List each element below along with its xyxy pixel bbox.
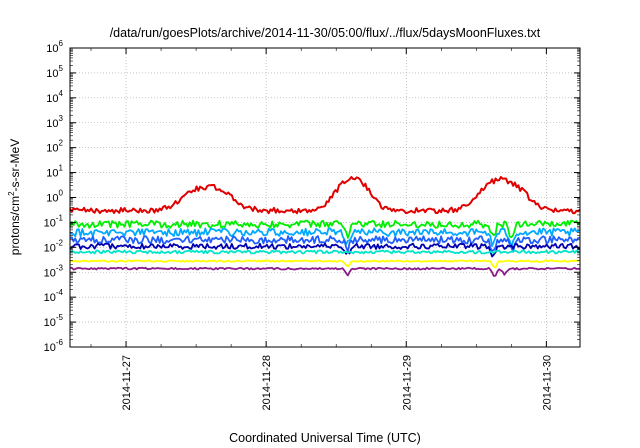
y-tick-base: 10 bbox=[44, 292, 56, 304]
series-line-0 bbox=[69, 176, 581, 215]
y-tick-base: 10 bbox=[46, 143, 58, 155]
y-tick-base: 10 bbox=[44, 267, 56, 279]
series-line-4 bbox=[69, 242, 581, 258]
y-tick-label: 104 bbox=[46, 89, 63, 105]
y-tick-label: 100 bbox=[46, 189, 63, 205]
chart-title: /data/run/goesPlots/archive/2014-11-30/0… bbox=[110, 26, 541, 40]
y-tick-label: 102 bbox=[46, 139, 63, 155]
y-tick-exponent: 2 bbox=[59, 139, 64, 148]
y-tick-label: 105 bbox=[46, 64, 63, 80]
y-tick-exponent: 3 bbox=[59, 114, 64, 123]
y-tick-base: 10 bbox=[44, 242, 56, 254]
y-tick-exponent: -5 bbox=[56, 313, 64, 322]
y-tick-label: 10-6 bbox=[44, 338, 64, 354]
y-tick-exponent: -3 bbox=[56, 263, 64, 272]
y-tick-base: 10 bbox=[44, 342, 56, 354]
y-tick-exponent: 6 bbox=[59, 39, 64, 48]
series-lines bbox=[69, 176, 581, 277]
x-tick-label: 2014-11-29 bbox=[401, 355, 413, 410]
y-axis-label: protons/cm2-s-sr-MeV bbox=[7, 139, 22, 255]
x-ticks: 2014-11-27 2014-11-28 2014-11-29 2014-11-30 bbox=[90, 48, 553, 410]
y-tick-exponent: -4 bbox=[56, 288, 64, 297]
y-tick-base: 10 bbox=[46, 93, 58, 105]
y-tick-label: 10-4 bbox=[44, 288, 64, 304]
y-tick-exponent: 5 bbox=[59, 64, 64, 73]
y-axis-label-pre: protons/cm bbox=[8, 196, 22, 255]
x-tick-label: 2014-11-28 bbox=[261, 355, 273, 410]
y-tick-base: 10 bbox=[46, 193, 58, 205]
y-axis-label-post: -s-sr-MeV bbox=[8, 139, 22, 192]
y-ticks: 10-610-510-410-310-210-11001011021031041… bbox=[44, 39, 580, 354]
y-tick-exponent: -2 bbox=[56, 238, 64, 247]
y-tick-label: 10-3 bbox=[44, 263, 64, 279]
y-tick-label: 10-1 bbox=[44, 213, 64, 229]
y-axis-label-sup: 2 bbox=[7, 191, 16, 196]
series-line-3 bbox=[69, 235, 581, 253]
y-tick-exponent: 1 bbox=[59, 164, 64, 173]
y-tick-exponent: -6 bbox=[56, 338, 64, 347]
y-tick-label: 103 bbox=[46, 114, 63, 130]
y-tick-base: 10 bbox=[46, 118, 58, 130]
series-line-1 bbox=[69, 219, 581, 239]
y-tick-label: 101 bbox=[46, 164, 63, 180]
x-tick-label: 2014-11-30 bbox=[541, 355, 553, 410]
y-tick-exponent: 0 bbox=[59, 189, 64, 198]
series-line-7 bbox=[69, 266, 581, 277]
y-tick-label: 10-5 bbox=[44, 313, 64, 329]
x-tick-label: 2014-11-27 bbox=[121, 355, 133, 410]
y-tick-exponent: 4 bbox=[59, 89, 64, 98]
y-tick-base: 10 bbox=[44, 217, 56, 229]
y-tick-base: 10 bbox=[46, 168, 58, 180]
grid bbox=[70, 48, 580, 347]
series-line-5 bbox=[69, 249, 581, 255]
series-line-2 bbox=[69, 227, 581, 248]
y-tick-exponent: -1 bbox=[56, 213, 64, 222]
series-line-6 bbox=[69, 259, 581, 269]
y-tick-base: 10 bbox=[46, 43, 58, 55]
y-tick-label: 106 bbox=[46, 39, 63, 55]
y-tick-base: 10 bbox=[46, 68, 58, 80]
x-axis-label: Coordinated Universal Time (UTC) bbox=[229, 431, 421, 445]
y-tick-label: 10-2 bbox=[44, 238, 64, 254]
y-tick-base: 10 bbox=[44, 317, 56, 329]
